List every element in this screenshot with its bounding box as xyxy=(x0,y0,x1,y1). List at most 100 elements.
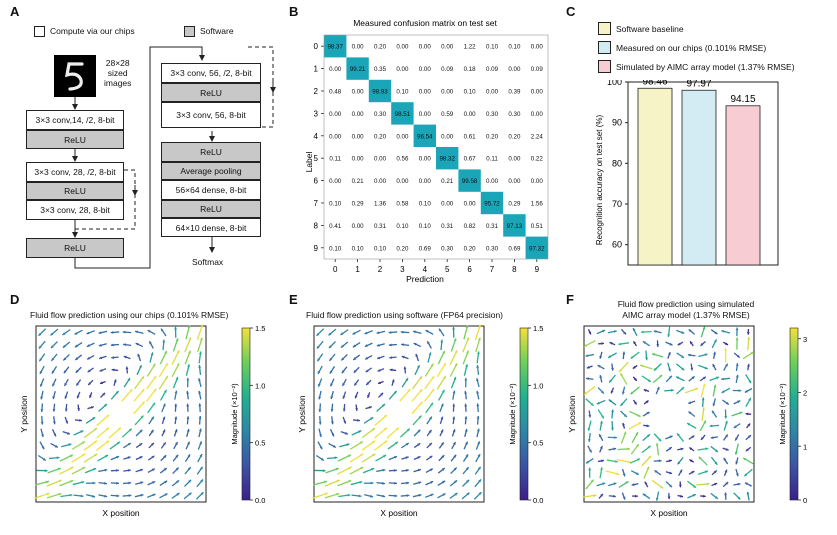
flow-arrow-head xyxy=(465,441,468,445)
flow-arrow-head xyxy=(677,342,681,346)
flow-arrow-head xyxy=(725,342,729,345)
flow-arrow-head xyxy=(316,345,320,349)
legend-swatch-software xyxy=(598,22,611,35)
flow-arrow-head xyxy=(430,363,434,367)
flow-arrow-head xyxy=(477,337,481,341)
flow-arrow-head xyxy=(428,352,432,356)
flow-arrow xyxy=(171,349,180,365)
cm-cell-value: 0.48 xyxy=(329,89,342,96)
flow-arrow-head xyxy=(677,433,680,437)
cm-cell-value: 0.10 xyxy=(329,201,342,208)
flow-arrow-head xyxy=(681,367,685,371)
flow-arrow-head xyxy=(151,455,155,459)
input-size-line-3: images xyxy=(104,78,132,88)
flow-arrow-head xyxy=(341,370,345,374)
cm-x-tick: 9 xyxy=(535,265,540,274)
flow-arrow-head xyxy=(52,421,56,425)
flow-arrow-head xyxy=(678,484,682,488)
flow-arrow-head xyxy=(585,377,589,381)
cm-cell-value: 0.00 xyxy=(396,178,409,185)
flow-arrow-head xyxy=(336,492,340,496)
flow-arrow-head xyxy=(371,468,375,471)
cm-cell-highlight xyxy=(368,79,392,103)
flow-arrow-head xyxy=(609,379,613,383)
flow-arrow-head xyxy=(198,428,202,432)
flow-arrow-head xyxy=(440,442,444,446)
cm-cell-highlight xyxy=(503,214,526,237)
flow-arrow-head xyxy=(405,442,409,446)
flow-arrow-head xyxy=(642,493,646,497)
flow-arrow-head xyxy=(611,427,614,431)
cm-cell-value: 0.09 xyxy=(441,66,454,73)
colorbar-tick: 1.0 xyxy=(255,381,265,390)
flow-arrow-head xyxy=(454,363,458,367)
flow-arrow-head xyxy=(613,494,616,498)
flow-arrow-head xyxy=(440,429,444,433)
flow-arrow-head xyxy=(642,341,646,344)
flow-arrow-head xyxy=(319,434,322,438)
flow-arrow-head xyxy=(164,493,168,497)
flow-arrow-head xyxy=(388,343,392,347)
flow-arrow-head xyxy=(378,381,381,385)
flow-arrow-head xyxy=(62,332,66,335)
flow-arrow-head xyxy=(199,441,202,445)
flow-arrow-head xyxy=(599,420,603,424)
flow-arrow-head xyxy=(464,403,468,407)
cm-cell-value: 0.00 xyxy=(464,201,477,208)
flow-arrow-head xyxy=(75,357,79,360)
flow-arrow-head xyxy=(746,332,750,335)
flow-arrow-head xyxy=(58,479,62,483)
flow-arrow-head xyxy=(691,471,695,474)
flow-arrow-head xyxy=(357,418,360,422)
flow-arrow-head xyxy=(735,374,739,378)
flow-arrow-head xyxy=(587,439,591,442)
flow-arrow-head xyxy=(747,363,750,367)
flow-arrow-head xyxy=(69,454,73,458)
flow-arrow-head xyxy=(440,403,444,407)
accuracy-bar-chart: Recognition accuracy on test set (%) 60 7… xyxy=(595,80,779,266)
flow-arrow-head xyxy=(441,389,445,393)
flow-arrow-head xyxy=(735,337,739,341)
flow-arrow-head xyxy=(58,492,62,496)
panel-letter-b: B xyxy=(289,4,299,19)
flow-arrow-head xyxy=(613,482,617,486)
cm-cell-value: 0.22 xyxy=(531,156,544,163)
flow-arrow-head xyxy=(637,414,641,417)
cm-x-tick: 4 xyxy=(423,265,428,274)
flow-arrow-head xyxy=(38,345,42,349)
flow-arrow-head xyxy=(370,481,374,485)
flow-arrow-head xyxy=(425,330,429,333)
flow-arrow-head xyxy=(583,344,587,347)
flow-arrow-head xyxy=(633,341,637,345)
flow-arrow-head xyxy=(99,368,103,372)
flow-arrow-head xyxy=(39,370,43,374)
cm-cell-value: 0.09 xyxy=(486,66,499,73)
flow-arrow-head xyxy=(343,420,347,424)
cm-cell-value: 0.00 xyxy=(396,66,409,73)
flow-arrow-head xyxy=(659,374,663,378)
flow-arrow-head xyxy=(46,480,49,484)
flow-arrow-head xyxy=(431,388,435,392)
cm-x-tick: 6 xyxy=(467,265,472,274)
colorbar-label: Magnitude (×10⁻²) xyxy=(508,383,517,445)
flow-arrow-head xyxy=(442,480,446,484)
flow-arrow-head xyxy=(176,480,180,484)
input-size-line-1: 28×28 xyxy=(105,58,130,68)
cm-cell-value: 0.11 xyxy=(329,156,341,163)
flow-arrow-head xyxy=(453,454,457,458)
cm-x-tick: 3 xyxy=(400,265,405,274)
flow-arrow-head xyxy=(691,435,695,439)
flow-arrow-head xyxy=(610,390,614,394)
flow-arrow-head xyxy=(352,331,356,335)
flow-arrow-head xyxy=(453,442,456,446)
flow-arrow-head xyxy=(714,331,718,335)
flow-arrow-head xyxy=(370,494,374,498)
flow-arrow-head xyxy=(712,403,716,407)
flow-arrow-head xyxy=(186,377,190,381)
flow-arrow-head xyxy=(453,377,457,381)
flow-arrow-head xyxy=(322,469,326,473)
flow-arrow-head xyxy=(442,350,445,354)
flow-arrow-head xyxy=(635,432,638,436)
flow-arrow-head xyxy=(713,384,717,388)
cm-cell-value: 0.00 xyxy=(329,66,342,73)
